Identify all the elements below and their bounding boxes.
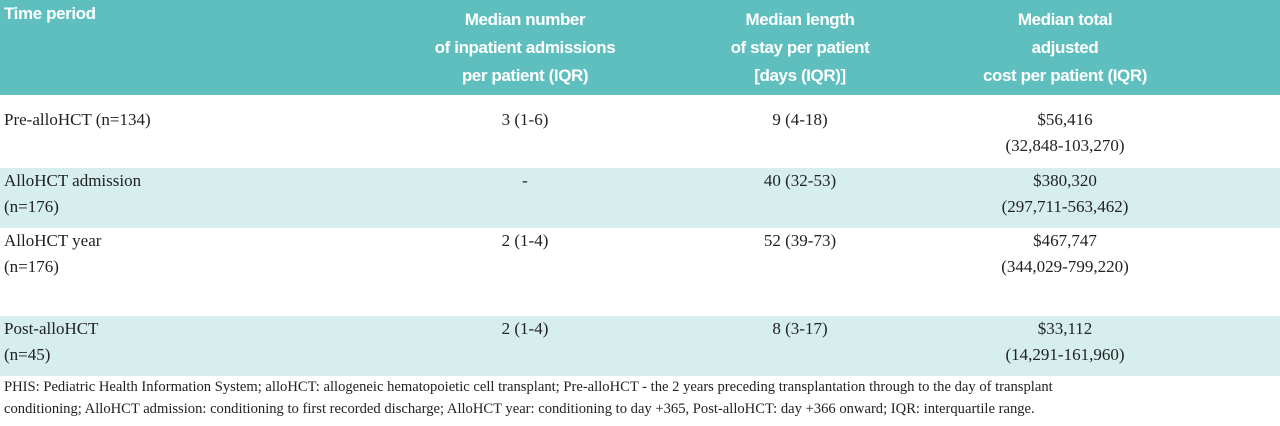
cell-text: per patient (IQR)	[461, 66, 589, 85]
table-row: AlloHCT admission (n=176) - 40 (32-53) $380,…	[0, 168, 1280, 228]
footnote: PHIS: Pediatric Health Information Syste…	[4, 376, 1053, 420]
table-cell: -	[355, 168, 695, 194]
cell-text: 52 (39-73)	[763, 231, 837, 250]
cell-text: 9 (4-18)	[772, 110, 828, 129]
cell-text: Post-alloHCT	[4, 319, 99, 338]
table-cell: 8 (3-17)	[630, 316, 970, 342]
table-cell: AlloHCT year (n=176)	[4, 228, 101, 280]
cell-text: Median number	[464, 10, 586, 29]
table-cell: 2 (1-4)	[355, 228, 695, 254]
table-cell: Time period	[4, 0, 96, 28]
table-cell: 40 (32-53)	[630, 168, 970, 194]
table-cell: 3 (1-6)	[355, 107, 695, 133]
header-row: Time period Median number of inpatient adm…	[0, 0, 1280, 95]
table-cell: Post-alloHCT (n=45)	[4, 316, 98, 368]
cell-text: AlloHCT year	[4, 231, 102, 250]
cell-text: (n=176)	[4, 257, 59, 276]
table-cell: Median number of inpatient admissions per …	[355, 6, 695, 90]
cell-text: $467,747	[1033, 231, 1097, 250]
cell-text: (344,029-799,220)	[1001, 257, 1129, 276]
cell-text: (14,291-161,960)	[1005, 345, 1125, 364]
cell-text: 2 (1-4)	[501, 319, 549, 338]
table-cell: 2 (1-4)	[355, 316, 695, 342]
table-cell: Median length of stay per patient [days (I…	[630, 6, 970, 90]
table-cell: 52 (39-73)	[630, 228, 970, 254]
table-cell: Pre-alloHCT (n=134)	[4, 107, 151, 133]
footnote-line: PHIS: Pediatric Health Information Syste…	[4, 379, 1053, 395]
cell-text: Median length	[745, 10, 855, 29]
cell-text: $380,320	[1033, 171, 1097, 190]
cell-text: cost per patient (IQR)	[982, 66, 1148, 85]
cell-text: [days (IQR)]	[754, 66, 846, 85]
cell-text: of stay per patient	[730, 38, 870, 57]
cell-text: 8 (3-17)	[772, 319, 828, 338]
cell-text: $56,416	[1037, 110, 1093, 129]
cell-text: Time period	[4, 4, 96, 23]
table-cell: Median total adjusted cost per patient (IQ…	[895, 6, 1235, 90]
table-cell: 9 (4-18)	[630, 107, 970, 133]
cell-text: of inpatient admissions	[434, 38, 616, 57]
cell-text: -	[522, 171, 528, 190]
table-cell: AlloHCT admission (n=176)	[4, 168, 141, 220]
table-row: AlloHCT year (n=176) 2 (1-4) 52 (39-73) $467…	[0, 228, 1280, 316]
cell-text: 3 (1-6)	[501, 110, 549, 129]
cell-text: 40 (32-53)	[763, 171, 837, 190]
cell-text: Pre-alloHCT (n=134)	[4, 110, 151, 129]
table-cell: $56,416 (32,848-103,270)	[895, 107, 1235, 159]
cell-text: (297,711-563,462)	[1001, 197, 1129, 216]
cell-text: (n=45)	[4, 345, 51, 364]
table-cell: $33,112 (14,291-161,960)	[895, 316, 1235, 368]
cell-text: AlloHCT admission	[4, 171, 142, 190]
cell-text: Median total	[1017, 10, 1113, 29]
cell-text: $33,112	[1037, 319, 1093, 338]
footnote-line: conditioning; AlloHCT admission: conditi…	[4, 401, 1035, 417]
cell-text: adjusted	[1031, 38, 1099, 57]
cell-text: 2 (1-4)	[501, 231, 549, 250]
table-cell: $380,320 (297,711-563,462)	[895, 168, 1235, 220]
cell-text: (n=176)	[4, 197, 59, 216]
table-row: Pre-alloHCT (n=134) 3 (1-6) 9 (4-18) $56,41…	[0, 95, 1280, 168]
table-row: Post-alloHCT (n=45) 2 (1-4) 8 (3-17) $33,112…	[0, 316, 1280, 376]
table-cell: $467,747 (344,029-799,220)	[895, 228, 1235, 280]
cell-text: (32,848-103,270)	[1005, 136, 1125, 155]
